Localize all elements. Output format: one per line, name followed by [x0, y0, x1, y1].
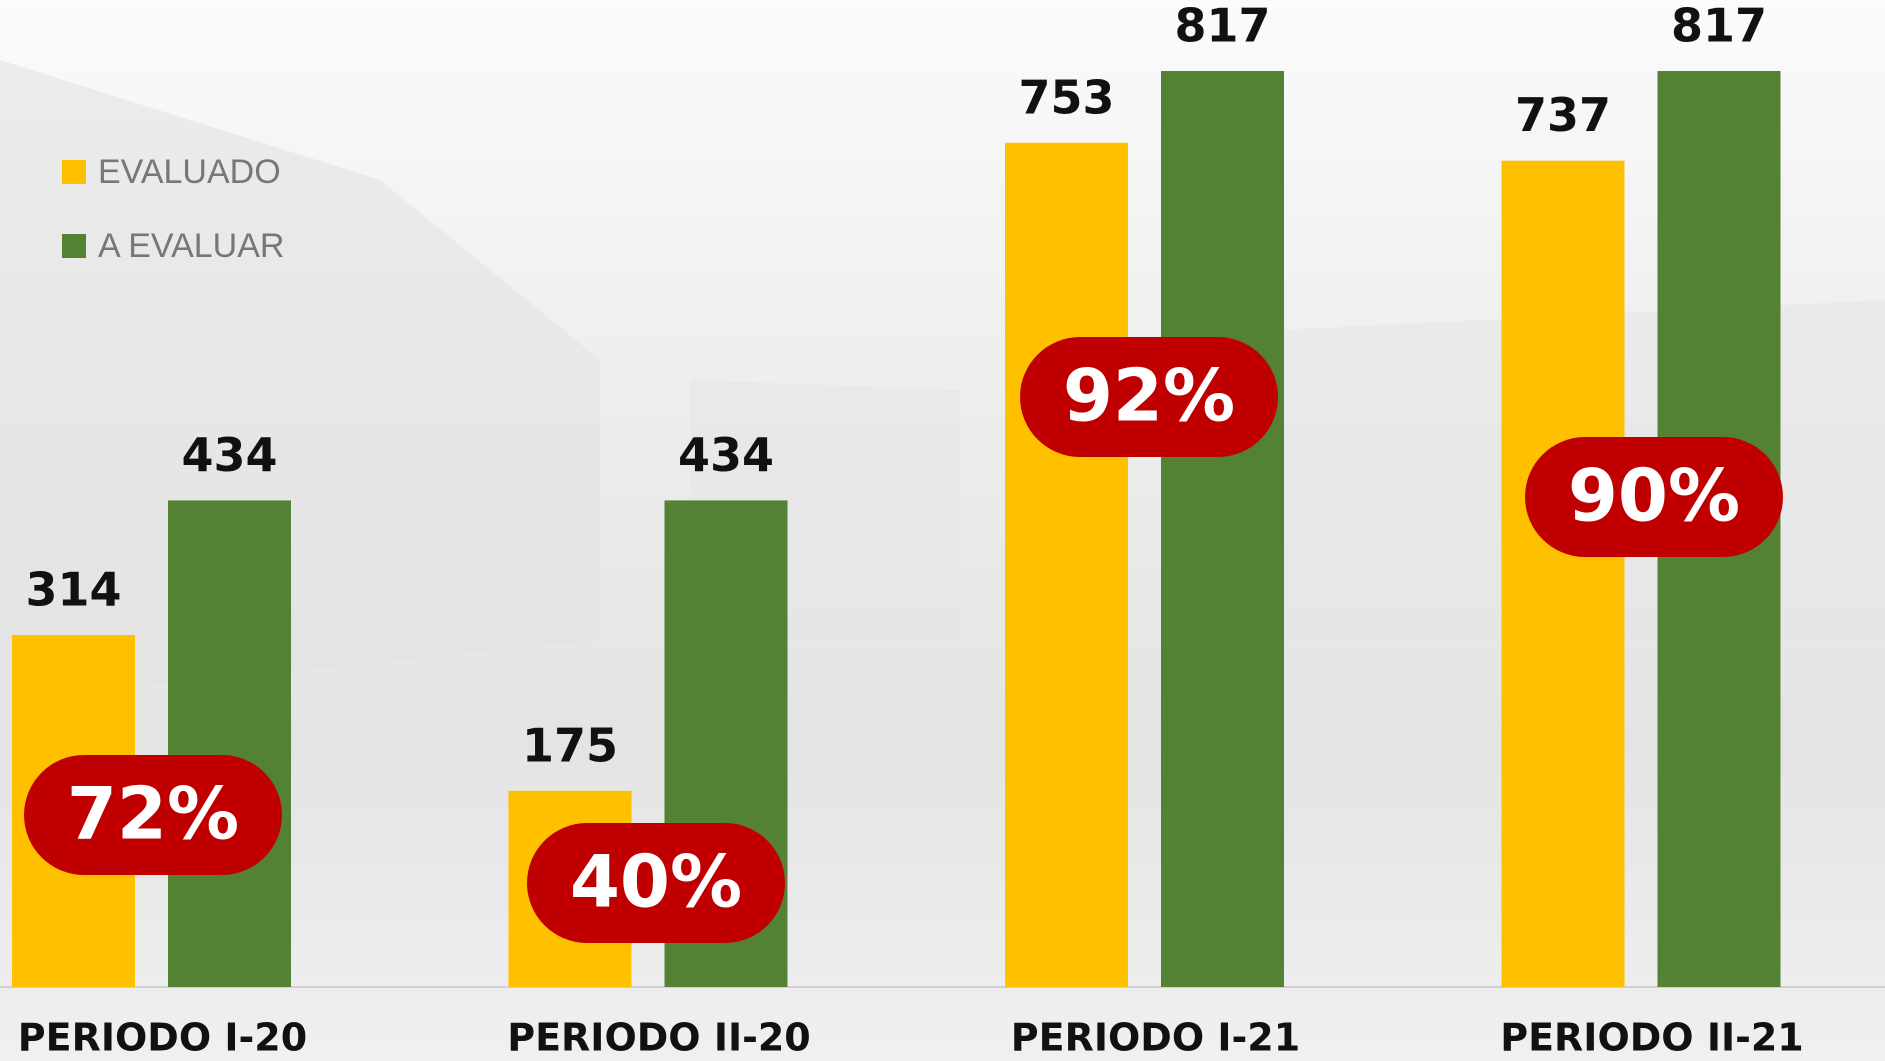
legend-swatch [62, 160, 86, 184]
percent-badge [24, 755, 282, 875]
bar [1501, 160, 1625, 988]
x-tick-label: PERIODO I-21 [1011, 1016, 1300, 1060]
x-tick-label: PERIODO II-21 [1500, 1016, 1804, 1060]
bar [168, 500, 291, 987]
value-label: 314 [25, 562, 121, 616]
background-building [0, 60, 600, 700]
bar [1161, 71, 1284, 987]
percent-label: 92% [1063, 354, 1235, 438]
percent-label: 72% [67, 772, 239, 856]
x-tick-label: PERIODO II-20 [507, 1016, 811, 1060]
bar [1005, 142, 1128, 988]
value-label: 434 [678, 428, 774, 482]
value-label: 737 [1515, 88, 1611, 142]
value-label: 434 [181, 428, 277, 482]
percent-label: 90% [1568, 454, 1740, 538]
x-tick-label: PERIODO I-20 [18, 1016, 307, 1060]
value-label: 817 [1174, 0, 1270, 53]
percent-badge [1525, 437, 1783, 557]
value-label: 817 [1671, 0, 1767, 53]
percent-badge [1020, 337, 1278, 457]
value-label: 175 [522, 718, 618, 772]
percent-badge [527, 823, 785, 943]
percent-label: 40% [570, 840, 742, 924]
legend-label: EVALUADO [98, 153, 281, 191]
legend-swatch [62, 234, 86, 258]
value-label: 753 [1018, 70, 1114, 124]
legend-label: A EVALUAR [98, 227, 284, 265]
